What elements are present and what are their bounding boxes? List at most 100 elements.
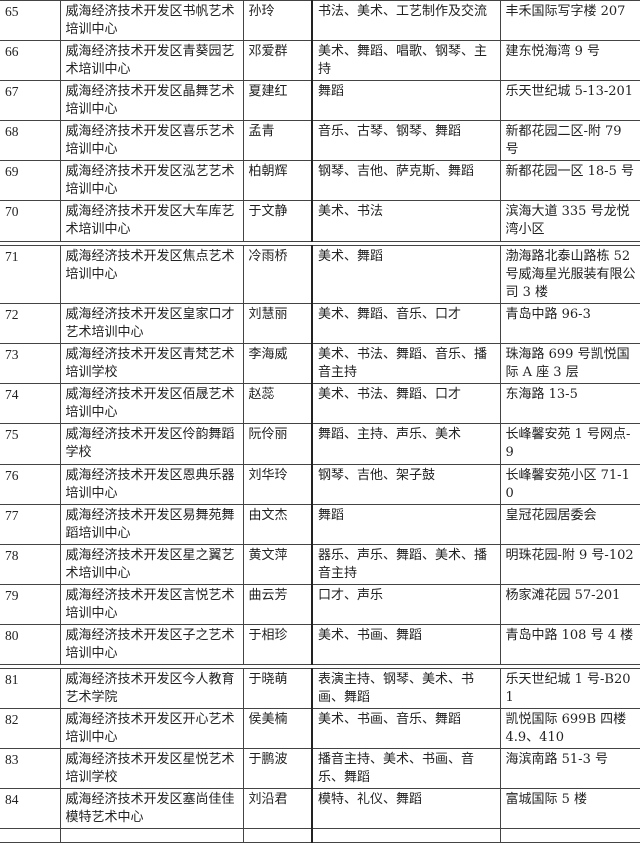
institutions-table-part-3: 81 威海经济技术开发区今人教育艺术学院 于晓萌 表演主持、钢琴、美术、书画、舞蹈 乐天… <box>0 668 640 843</box>
table-row: 72 威海经济技术开发区皇家口才艺术培训中心 刘慧丽 美术、舞蹈、音乐、口才 青岛中路 … <box>0 303 640 344</box>
address: 海滨南路 51-3 号 <box>499 748 640 789</box>
table-row: 81 威海经济技术开发区今人教育艺术学院 于晓萌 表演主持、钢琴、美术、书画、舞蹈 乐天… <box>0 668 640 709</box>
training-content: 舞蹈 <box>311 504 501 545</box>
responsible-person: 李海威 <box>242 343 313 384</box>
responsible-person: 柏朝辉 <box>242 160 313 201</box>
table-row: 68 威海经济技术开发区喜乐艺术培训中心 孟青 音乐、古琴、钢琴、舞蹈 新都花园二区-附… <box>0 120 640 161</box>
training-content <box>311 828 501 843</box>
institution-name: 威海经济技术开发区焦点艺术培训中心 <box>59 245 244 304</box>
row-number: 71 <box>0 245 61 304</box>
row-number: 74 <box>0 383 61 424</box>
training-content: 器乐、声乐、舞蹈、美术、播音主持 <box>311 544 501 585</box>
institution-name: 威海经济技术开发区皇家口才艺术培训中心 <box>59 303 244 344</box>
training-content: 模特、礼仪、舞蹈 <box>311 788 501 829</box>
responsible-person: 黄文萍 <box>242 544 313 585</box>
training-content: 美术、书法、舞蹈、口才 <box>311 383 501 424</box>
address: 东海路 13-5 <box>499 383 640 424</box>
institutions-table-part-2: 71 威海经济技术开发区焦点艺术培训中心 冷雨桥 美术、舞蹈 渤海路北泰山路栋 52 号… <box>0 245 640 665</box>
address: 乐天世纪城 5-13-201 <box>499 80 640 121</box>
institution-name: 威海经济技术开发区今人教育艺术学院 <box>59 668 244 709</box>
address: 新都花园一区 18-5 号 <box>499 160 640 201</box>
responsible-person: 于鹏波 <box>242 748 313 789</box>
responsible-person: 刘慧丽 <box>242 303 313 344</box>
table-row: 71 威海经济技术开发区焦点艺术培训中心 冷雨桥 美术、舞蹈 渤海路北泰山路栋 52 号… <box>0 245 640 304</box>
training-content: 播音主持、美术、书画、音乐、舞蹈 <box>311 748 501 789</box>
institution-name: 威海经济技术开发区晶舞艺术培训中心 <box>59 80 244 121</box>
table-row: 69 威海经济技术开发区泓艺艺术培训中心 柏朝辉 钢琴、吉他、萨克斯、舞蹈 新都花园一区… <box>0 160 640 201</box>
training-content: 舞蹈 <box>311 80 501 121</box>
training-content: 书法、美术、工艺制作及交流 <box>311 0 501 41</box>
table-row: 77 威海经济技术开发区易舞苑舞蹈培训中心 由文杰 舞蹈 皇冠花园居委会 <box>0 504 640 545</box>
institution-name: 威海经济技术开发区星之翼艺术培训中心 <box>59 544 244 585</box>
institution-name: 威海经济技术开发区泓艺艺术培训中心 <box>59 160 244 201</box>
institution-name: 威海经济技术开发区恩典乐器培训中心 <box>59 464 244 505</box>
row-number: 82 <box>0 708 61 749</box>
address: 明珠花园-附 9 号-102 <box>499 544 640 585</box>
responsible-person: 刘华玲 <box>242 464 313 505</box>
training-content: 表演主持、钢琴、美术、书画、舞蹈 <box>311 668 501 709</box>
row-number: 76 <box>0 464 61 505</box>
row-number: 65 <box>0 0 61 41</box>
responsible-person: 于晓萌 <box>242 668 313 709</box>
address: 乐天世纪城 1 号-B201 <box>499 668 640 709</box>
address: 建东悦海湾 9 号 <box>499 40 640 81</box>
address: 新都花园二区-附 79 号 <box>499 120 640 161</box>
row-number: 80 <box>0 624 61 665</box>
table-row: 79 威海经济技术开发区言悦艺术培训中心 曲云芳 口才、声乐 杨家滩花园 57-201 <box>0 584 640 625</box>
institution-name: 威海经济技术开发区言悦艺术培训中心 <box>59 584 244 625</box>
table-row: 76 威海经济技术开发区恩典乐器培训中心 刘华玲 钢琴、吉他、架子鼓 长峰馨安苑小区 7… <box>0 464 640 505</box>
institution-name: 威海经济技术开发区子之艺术培训中心 <box>59 624 244 665</box>
training-content: 口才、声乐 <box>311 584 501 625</box>
row-number <box>0 828 61 843</box>
training-content: 美术、舞蹈 <box>311 245 501 304</box>
responsible-person: 邓爱群 <box>242 40 313 81</box>
address: 杨家滩花园 57-201 <box>499 584 640 625</box>
row-number: 79 <box>0 584 61 625</box>
responsible-person: 刘沿君 <box>242 788 313 829</box>
institution-name <box>59 828 244 843</box>
address <box>499 828 640 843</box>
row-number: 83 <box>0 748 61 789</box>
institution-name: 威海经济技术开发区青葵园艺术培训中心 <box>59 40 244 81</box>
table-row: 70 威海经济技术开发区大车库艺术培训中心 于文静 美术、书法 滨海大道 335 号龙悦… <box>0 200 640 242</box>
responsible-person: 于文静 <box>242 200 313 242</box>
row-number: 77 <box>0 504 61 545</box>
responsible-person: 孟青 <box>242 120 313 161</box>
responsible-person: 侯美楠 <box>242 708 313 749</box>
institution-name: 威海经济技术开发区大车库艺术培训中心 <box>59 200 244 242</box>
address: 青岛中路 96-3 <box>499 303 640 344</box>
row-number: 72 <box>0 303 61 344</box>
training-content: 钢琴、吉他、萨克斯、舞蹈 <box>311 160 501 201</box>
institutions-table-part-1: 65 威海经济技术开发区书帆艺术培训中心 孙玲 书法、美术、工艺制作及交流 丰禾国际写字… <box>0 0 640 242</box>
table-row: 84 威海经济技术开发区塞尚佳佳模特艺术中心 刘沿君 模特、礼仪、舞蹈 富城国际 5 楼 <box>0 788 640 829</box>
row-number: 73 <box>0 343 61 384</box>
address: 皇冠花园居委会 <box>499 504 640 545</box>
training-content: 钢琴、吉他、架子鼓 <box>311 464 501 505</box>
table-row <box>0 828 640 843</box>
address: 渤海路北泰山路栋 52 号威海星光服装有限公司 3 楼 <box>499 245 640 304</box>
institution-name: 威海经济技术开发区开心艺术培训中心 <box>59 708 244 749</box>
institution-name: 威海经济技术开发区易舞苑舞蹈培训中心 <box>59 504 244 545</box>
institution-name: 威海经济技术开发区佰晟艺术培训中心 <box>59 383 244 424</box>
row-number: 68 <box>0 120 61 161</box>
address: 长峰馨安苑 1 号网点-9 <box>499 423 640 465</box>
training-content: 美术、书画、音乐、舞蹈 <box>311 708 501 749</box>
institution-name: 威海经济技术开发区喜乐艺术培训中心 <box>59 120 244 161</box>
responsible-person: 孙玲 <box>242 0 313 41</box>
training-content: 舞蹈、主持、声乐、美术 <box>311 423 501 465</box>
row-number: 75 <box>0 423 61 465</box>
training-content: 音乐、古琴、钢琴、舞蹈 <box>311 120 501 161</box>
training-content: 美术、书法、舞蹈、音乐、播音主持 <box>311 343 501 384</box>
row-number: 67 <box>0 80 61 121</box>
table-row: 73 威海经济技术开发区青梵艺术培训学校 李海威 美术、书法、舞蹈、音乐、播音主持 珠海… <box>0 343 640 384</box>
row-number: 81 <box>0 668 61 709</box>
row-number: 66 <box>0 40 61 81</box>
responsible-person: 由文杰 <box>242 504 313 545</box>
institution-name: 威海经济技术开发区书帆艺术培训中心 <box>59 0 244 41</box>
row-number: 78 <box>0 544 61 585</box>
address: 富城国际 5 楼 <box>499 788 640 829</box>
address: 丰禾国际写字楼 207 <box>499 0 640 41</box>
address: 青岛中路 108 号 4 楼 <box>499 624 640 665</box>
table-row: 80 威海经济技术开发区子之艺术培训中心 于相珍 美术、书画、舞蹈 青岛中路 108 号… <box>0 624 640 665</box>
